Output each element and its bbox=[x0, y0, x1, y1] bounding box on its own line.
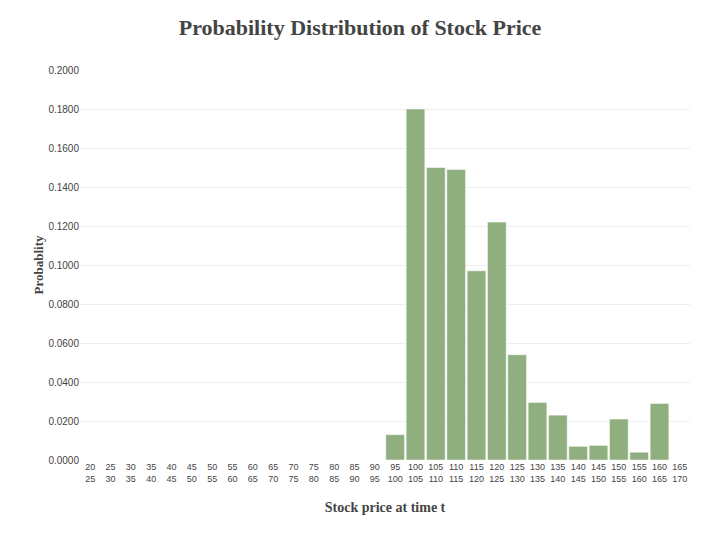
svg-text:2025: 2025 bbox=[85, 462, 95, 484]
svg-text:8085: 8085 bbox=[329, 462, 339, 484]
svg-text:0.1200: 0.1200 bbox=[48, 221, 79, 232]
svg-text:0.1400: 0.1400 bbox=[48, 182, 79, 193]
svg-text:7580: 7580 bbox=[309, 462, 319, 484]
svg-text:120125: 120125 bbox=[489, 462, 504, 484]
svg-text:125130: 125130 bbox=[510, 462, 525, 484]
svg-text:0.0600: 0.0600 bbox=[48, 338, 79, 349]
svg-text:110115: 110115 bbox=[449, 462, 463, 484]
svg-text:0.1600: 0.1600 bbox=[48, 143, 79, 154]
svg-text:4550: 4550 bbox=[187, 462, 197, 484]
svg-text:6065: 6065 bbox=[248, 462, 258, 484]
svg-text:4045: 4045 bbox=[166, 462, 176, 484]
svg-text:2530: 2530 bbox=[105, 462, 115, 484]
svg-text:100105: 100105 bbox=[408, 462, 423, 484]
svg-text:160165: 160165 bbox=[652, 462, 667, 484]
svg-text:115120: 115120 bbox=[469, 462, 484, 484]
svg-text:Probablity: Probablity bbox=[31, 235, 46, 294]
svg-text:135140: 135140 bbox=[550, 462, 565, 484]
svg-text:0.0400: 0.0400 bbox=[48, 377, 79, 388]
svg-text:9095: 9095 bbox=[370, 462, 380, 484]
svg-text:95100: 95100 bbox=[388, 462, 403, 484]
svg-text:105110: 105110 bbox=[428, 462, 443, 484]
svg-text:0.1000: 0.1000 bbox=[48, 260, 79, 271]
svg-text:8590: 8590 bbox=[349, 462, 359, 484]
svg-text:3035: 3035 bbox=[126, 462, 136, 484]
svg-text:5055: 5055 bbox=[207, 462, 217, 484]
svg-text:5560: 5560 bbox=[227, 462, 237, 484]
svg-text:155160: 155160 bbox=[632, 462, 647, 484]
svg-text:3540: 3540 bbox=[146, 462, 156, 484]
svg-text:7075: 7075 bbox=[288, 462, 298, 484]
svg-text:Stock price at time t: Stock price at time t bbox=[325, 500, 446, 515]
svg-text:165170: 165170 bbox=[672, 462, 687, 484]
svg-text:0.0800: 0.0800 bbox=[48, 299, 79, 310]
svg-text:6570: 6570 bbox=[268, 462, 278, 484]
svg-text:0.1800: 0.1800 bbox=[48, 104, 79, 115]
svg-text:145150: 145150 bbox=[591, 462, 606, 484]
svg-text:130135: 130135 bbox=[530, 462, 545, 484]
svg-text:0.0200: 0.0200 bbox=[48, 416, 79, 427]
svg-text:0.2000: 0.2000 bbox=[48, 65, 79, 76]
svg-text:150155: 150155 bbox=[611, 462, 626, 484]
svg-text:0.0000: 0.0000 bbox=[48, 455, 79, 466]
svg-text:Probability Distribution of St: Probability Distribution of Stock Price bbox=[179, 15, 542, 40]
svg-text:140145: 140145 bbox=[571, 462, 586, 484]
